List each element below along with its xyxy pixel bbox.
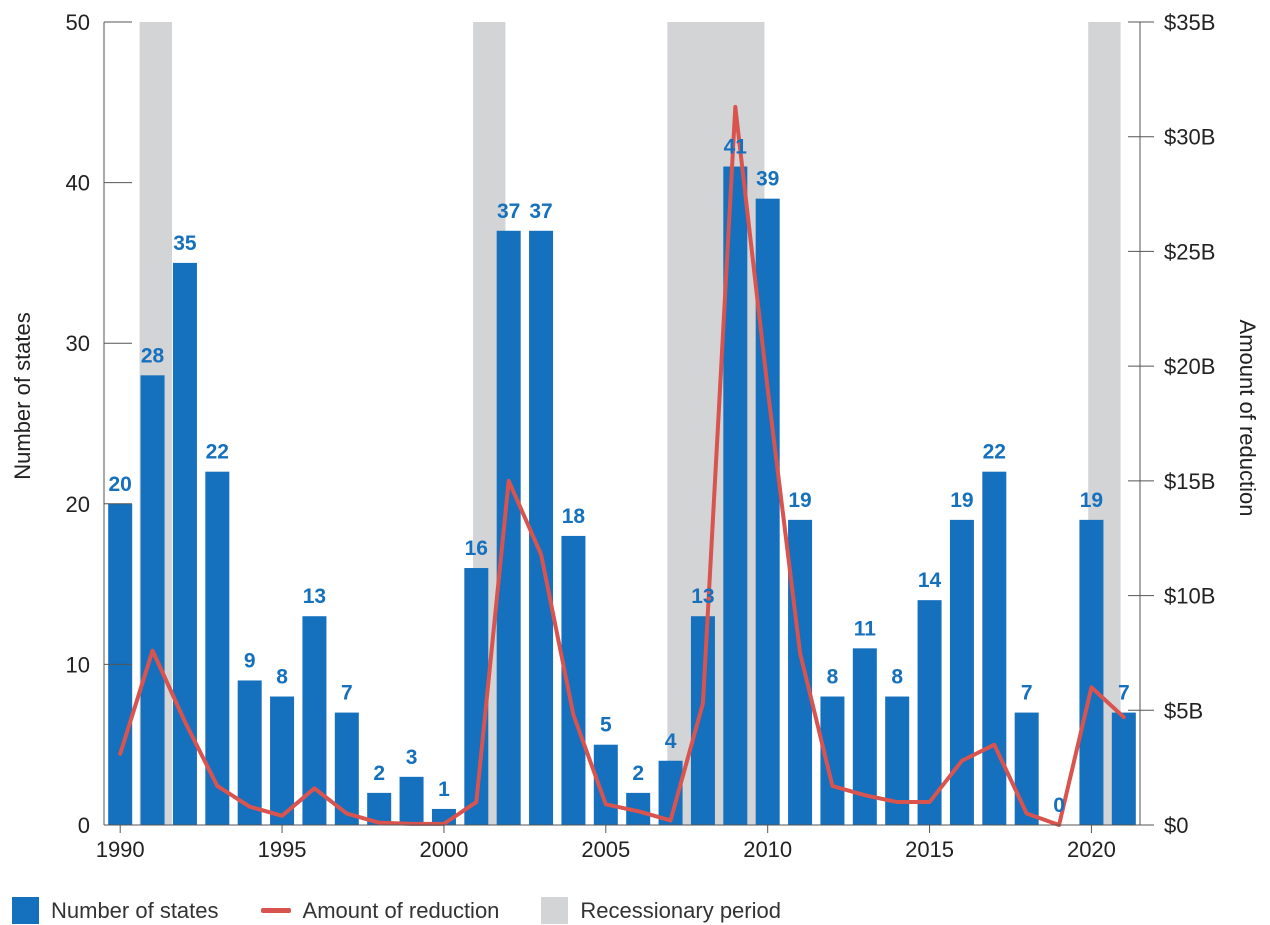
bar-value-label: 19 — [950, 489, 973, 512]
bar-value-label: 0 — [1053, 794, 1065, 817]
bar-value-label: 39 — [756, 168, 779, 191]
bar-value-label: 4 — [665, 730, 677, 753]
bar-value-label: 2 — [373, 762, 385, 785]
bar-value-label: 8 — [276, 666, 288, 689]
y2-tick-label: $10B — [1164, 584, 1215, 609]
bar-value-label: 7 — [341, 682, 353, 705]
bar — [1079, 519, 1104, 825]
y2-axis-title: Amount of reduction — [1235, 320, 1260, 517]
legend-label-states: Number of states — [51, 897, 219, 923]
bar-value-label: 5 — [600, 714, 612, 737]
bar-value-label: 7 — [1021, 682, 1033, 705]
y2-tick-label: $5B — [1164, 698, 1203, 723]
reduction-line — [118, 104, 1126, 827]
legend-swatch-reduction — [260, 908, 291, 913]
bar — [917, 600, 942, 825]
bar — [690, 616, 715, 825]
y-tick-label: 20 — [66, 492, 90, 517]
bar-value-label: 13 — [303, 585, 326, 608]
x-tick-label: 2010 — [743, 837, 792, 862]
y2-tick-label: $20B — [1164, 354, 1215, 379]
axes: 01020304050$0$5B$10B$15B$20B$25B$30B$35B… — [66, 10, 1216, 862]
y2-tick-label: $15B — [1164, 469, 1215, 494]
bar — [399, 776, 424, 825]
bar-value-label: 2 — [632, 762, 644, 785]
bar — [949, 519, 974, 825]
x-tick-label: 2000 — [419, 837, 468, 862]
bar-value-label: 16 — [465, 537, 488, 560]
bar-value-label: 19 — [788, 489, 811, 512]
bar-value-label: 35 — [173, 232, 197, 255]
bar-value-label: 18 — [562, 505, 586, 528]
bar-value-label: 7 — [1118, 682, 1130, 705]
x-tick-label: 1995 — [258, 837, 307, 862]
bar — [755, 198, 780, 825]
bar — [982, 471, 1007, 825]
bars — [108, 166, 1136, 826]
x-tick-label: 2015 — [905, 837, 954, 862]
y2-tick-label: $30B — [1164, 125, 1215, 150]
bar — [1111, 712, 1136, 825]
legend-item-reduction: Amount of reduction — [260, 897, 500, 924]
y-tick-label: 40 — [66, 171, 90, 196]
bar-value-label: 13 — [691, 585, 714, 608]
bar — [140, 375, 165, 825]
legend: Number of states Amount of reduction Rec… — [12, 897, 823, 924]
y-tick-label: 0 — [78, 813, 90, 838]
x-tick-label: 2005 — [581, 837, 630, 862]
reduction-line-path — [118, 104, 1126, 827]
y2-tick-label: $25B — [1164, 239, 1215, 264]
y-tick-label: 50 — [66, 10, 90, 35]
bar-value-label: 19 — [1080, 489, 1103, 512]
bar — [529, 230, 554, 825]
bar — [820, 696, 845, 825]
bar-value-label: 3 — [406, 746, 418, 769]
bar — [496, 230, 521, 825]
legend-label-reduction: Amount of reduction — [302, 897, 500, 923]
y-axis-title: Number of states — [10, 312, 35, 480]
legend-label-recession: Recessionary period — [580, 897, 781, 923]
y2-tick-label: $0 — [1164, 813, 1188, 838]
legend-swatch-recession — [541, 897, 569, 924]
bar — [1014, 712, 1039, 825]
bar-value-label: 37 — [529, 200, 552, 223]
recession-band — [667, 22, 765, 825]
bar-value-label: 22 — [983, 441, 1006, 464]
y-tick-label: 10 — [66, 652, 90, 677]
bar — [172, 262, 197, 825]
bar-value-label: 11 — [854, 617, 877, 640]
bar — [885, 696, 910, 825]
y-tick-label: 30 — [66, 331, 90, 356]
bar-value-label: 9 — [244, 649, 256, 672]
bar-value-label: 1 — [438, 778, 450, 801]
bar-value-label: 8 — [827, 666, 839, 689]
legend-item-states: Number of states — [12, 897, 219, 924]
x-tick-label: 2020 — [1067, 837, 1116, 862]
bar-value-label: 28 — [141, 344, 165, 367]
bar — [270, 696, 295, 825]
x-tick-label: 1990 — [96, 837, 145, 862]
bar — [788, 519, 813, 825]
bar-value-label: 41 — [724, 136, 748, 159]
bar-value-label: 22 — [206, 441, 229, 464]
legend-swatch-states — [12, 897, 39, 924]
bar-value-label: 14 — [918, 569, 942, 592]
bar-value-label: 20 — [109, 473, 132, 496]
bar-value-label: 37 — [497, 200, 520, 223]
bar-value-label: 8 — [891, 666, 903, 689]
y2-tick-label: $35B — [1164, 10, 1215, 35]
legend-item-recession: Recessionary period — [541, 897, 781, 924]
